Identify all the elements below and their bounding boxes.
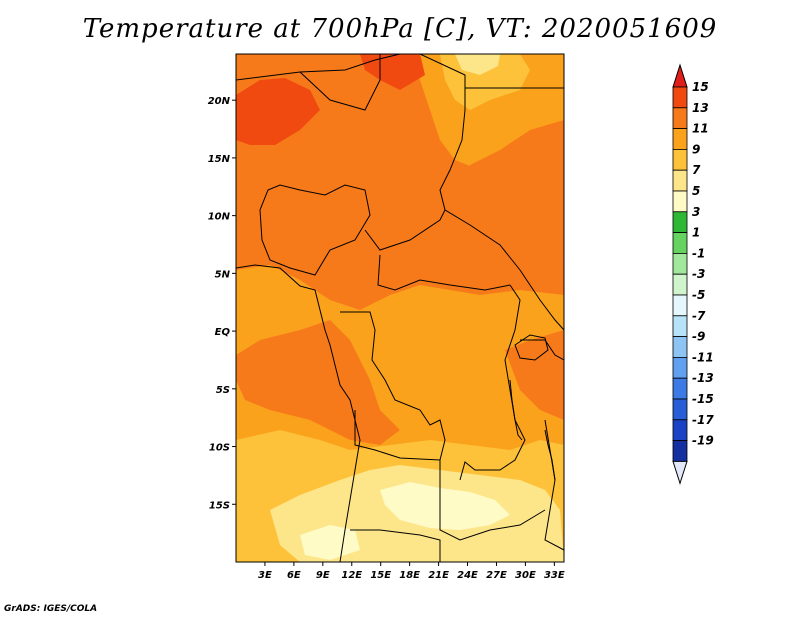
lon-tick-label: 18E: [399, 570, 420, 581]
colorbar-label: -11: [692, 350, 714, 364]
border-nigeria: [259, 184, 371, 276]
colorbar-label: 5: [692, 184, 700, 198]
field-north-13: [360, 54, 425, 90]
lon-tick-label: 30E: [515, 570, 536, 581]
coast-lake-victoria: [514, 334, 549, 361]
colorbar-swatch: [672, 336, 688, 358]
lon-tick-label: 6E: [287, 570, 301, 581]
field-northwest-13: [236, 78, 320, 145]
lon-tick-label: 21E: [428, 570, 449, 581]
border-mozambique: [544, 419, 564, 551]
lat-tick-label: EQ: [215, 327, 231, 338]
lat-tick-label: 5N: [215, 269, 231, 280]
colorbar-swatch: [672, 169, 688, 192]
lon-tick-label: 12E: [341, 570, 362, 581]
longitude-axis: 3E 6E 9E 12E 15E 18E 21E 24E 27E 30E 33E: [258, 562, 565, 581]
lon-tick-label: 27E: [486, 570, 507, 581]
lat-tick-label: 10N: [208, 212, 231, 223]
colorbar-swatch: [672, 356, 688, 379]
coast-lake-malawi: [544, 429, 556, 481]
colorbar-label: 15: [692, 80, 709, 94]
lat-tick-label: 10S: [209, 443, 230, 454]
border-namibia: [350, 529, 441, 562]
colorbar-label: 3: [692, 205, 700, 219]
border-east-africa: [519, 269, 564, 331]
country-borders: [236, 54, 564, 562]
colorbar-label: -5: [692, 288, 705, 302]
colorbar-swatch: [672, 377, 688, 400]
map-title: Temperature at 700hPa [C], VT: 202005160…: [82, 14, 718, 44]
colorbar-label: 1: [692, 226, 700, 240]
colorbar-label: 9: [692, 142, 700, 156]
colorbar-swatch: [672, 148, 688, 171]
field-south-3b: [300, 525, 360, 560]
lon-tick-label: 24E: [457, 570, 478, 581]
border-west-coast: [236, 264, 361, 562]
lat-tick-label: 5S: [216, 385, 230, 396]
colorbar-label: -3: [692, 267, 705, 281]
colorbar-swatch: [672, 211, 688, 234]
lon-tick-label: 33E: [544, 570, 565, 581]
colorbar-swatch: [672, 252, 688, 275]
colorbar-swatch: [672, 398, 688, 421]
colorbar: 15 13 11 9 7 5 3 1 -1 -3 -5 -7 -9 -11 -13 -15 -17 -19: [672, 63, 714, 486]
field-congo-11: [236, 320, 400, 445]
lat-tick-label: 15S: [209, 500, 230, 511]
colorbar-top-arrow: [672, 63, 688, 88]
colorbar-label: -7: [692, 309, 706, 323]
border-sahara-north: [236, 54, 401, 81]
colorbar-label: -9: [692, 330, 705, 344]
colorbar-label: -17: [692, 413, 714, 427]
map-frame: [235, 53, 565, 563]
border-angola-zambia: [439, 460, 546, 541]
border-chad-sudan: [419, 54, 466, 211]
colorbar-label: 13: [692, 101, 709, 115]
colorbar-swatch: [672, 440, 688, 462]
border-niger-chad: [299, 54, 381, 111]
colorbar-label: -13: [692, 371, 714, 385]
colorbar-swatch: [672, 107, 688, 130]
colorbar-bottom-arrow: [672, 460, 688, 486]
colorbar-label: -19: [692, 434, 714, 448]
border-congo: [340, 311, 446, 461]
colorbar-label: 7: [692, 163, 701, 177]
colorbar-swatch: [672, 232, 688, 254]
temperature-field: [236, 54, 564, 562]
grads-credit: GrADS: IGES/COLA: [4, 604, 98, 614]
coast-lake-tanganyika: [509, 379, 523, 441]
lon-tick-label: 3E: [258, 570, 272, 581]
field-south-3: [380, 482, 510, 530]
border-tanzania-kenya: [520, 339, 564, 361]
lat-tick-label: 15N: [208, 154, 231, 165]
field-east-11: [505, 330, 564, 420]
colorbar-swatch: [672, 128, 688, 150]
border-car-drc: [377, 254, 511, 291]
colorbar-swatch: [672, 294, 688, 317]
colorbar-swatch: [672, 315, 688, 337]
latitude-axis: 20N 15N 10N 5N EQ 5S 10S 15S: [208, 96, 236, 511]
colorbar-swatch: [672, 86, 688, 109]
colorbar-label: -15: [692, 392, 714, 406]
field-north-5: [455, 54, 500, 75]
colorbar-swatch: [672, 419, 688, 441]
lat-tick-label: 20N: [208, 96, 231, 107]
colorbar-swatch: [672, 273, 688, 296]
border-drc-east: [459, 284, 526, 481]
field-northeast-11-band: [450, 120, 564, 260]
colorbar-swatch: [672, 190, 688, 213]
border-chad-car: [364, 209, 521, 271]
lon-tick-label: 15E: [370, 570, 391, 581]
lon-tick-label: 9E: [316, 570, 330, 581]
colorbar-label: 11: [692, 122, 709, 136]
colorbar-label: -1: [692, 246, 705, 260]
